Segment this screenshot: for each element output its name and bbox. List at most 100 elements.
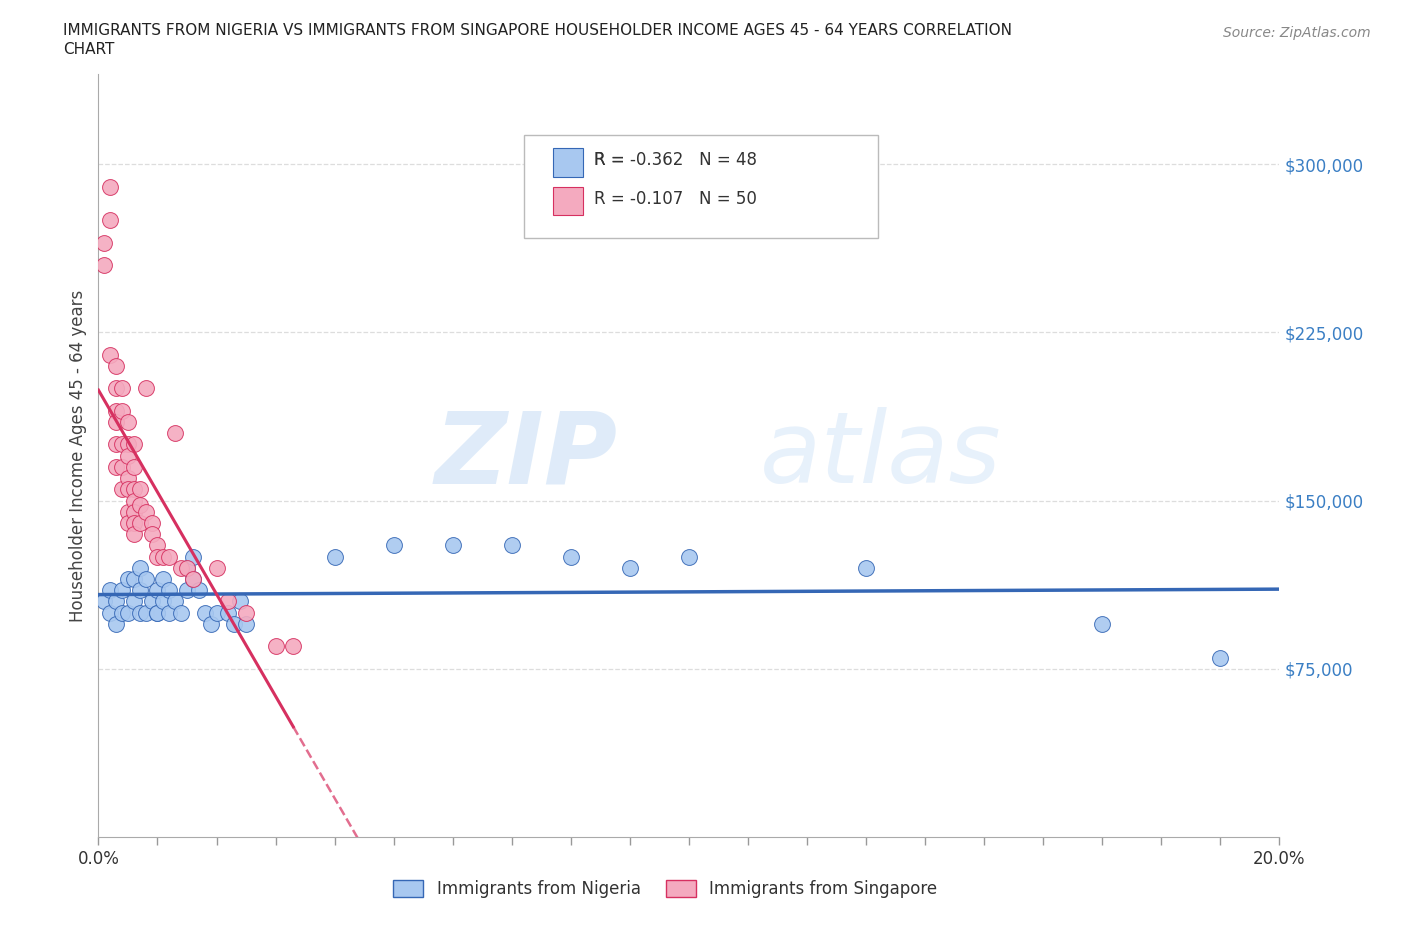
Point — [122, 493, 145, 508]
Point — [146, 538, 169, 552]
Point — [181, 572, 204, 587]
Point — [111, 404, 134, 418]
Point — [93, 258, 115, 272]
Point — [217, 594, 239, 609]
Point — [122, 526, 145, 541]
Point — [1091, 617, 1114, 631]
Point — [117, 437, 139, 452]
Point — [146, 605, 169, 620]
Point — [157, 605, 180, 620]
Point — [111, 605, 134, 620]
Point — [619, 561, 641, 576]
Point — [122, 504, 145, 519]
Point — [117, 605, 139, 620]
Point — [224, 617, 246, 631]
Point — [152, 594, 174, 609]
Point — [152, 572, 174, 587]
Point — [128, 583, 150, 598]
Point — [205, 561, 228, 576]
Point — [93, 594, 115, 609]
Point — [117, 515, 139, 530]
Point — [157, 550, 180, 565]
Point — [111, 583, 134, 598]
Point — [165, 594, 187, 609]
Point — [194, 605, 217, 620]
Text: IMMIGRANTS FROM NIGERIA VS IMMIGRANTS FROM SINGAPORE HOUSEHOLDER INCOME AGES 45 : IMMIGRANTS FROM NIGERIA VS IMMIGRANTS FR… — [63, 23, 1012, 38]
Point — [229, 594, 252, 609]
Point — [152, 550, 174, 565]
Point — [105, 617, 128, 631]
Point — [135, 381, 157, 396]
Point — [217, 605, 239, 620]
Point — [111, 482, 134, 497]
Point — [205, 605, 228, 620]
Point — [1209, 650, 1232, 665]
Point — [98, 179, 121, 194]
Point — [135, 572, 157, 587]
Point — [128, 515, 150, 530]
Point — [176, 583, 198, 598]
Point — [105, 437, 128, 452]
Point — [187, 583, 209, 598]
Text: atlas: atlas — [759, 407, 1001, 504]
Point — [170, 561, 193, 576]
FancyBboxPatch shape — [523, 136, 877, 238]
Text: Source: ZipAtlas.com: Source: ZipAtlas.com — [1223, 26, 1371, 40]
Y-axis label: Householder Income Ages 45 - 64 years: Householder Income Ages 45 - 64 years — [69, 289, 87, 622]
Text: R = -0.107   N = 50: R = -0.107 N = 50 — [595, 190, 758, 207]
Point — [128, 482, 150, 497]
Point — [501, 538, 523, 552]
Point — [141, 526, 163, 541]
Point — [181, 550, 204, 565]
Point — [93, 235, 115, 250]
Point — [441, 538, 464, 552]
Point — [105, 415, 128, 430]
Point — [122, 482, 145, 497]
Point — [111, 437, 134, 452]
Point — [283, 639, 305, 654]
Text: CHART: CHART — [63, 42, 115, 57]
Point — [235, 617, 257, 631]
Bar — [553, 149, 582, 178]
Point — [105, 459, 128, 474]
Point — [122, 459, 145, 474]
Point — [122, 515, 145, 530]
Point — [122, 572, 145, 587]
Point — [122, 437, 145, 452]
Point — [176, 561, 198, 576]
Point — [323, 550, 346, 565]
Point — [135, 605, 157, 620]
Point — [170, 605, 193, 620]
Point — [105, 404, 128, 418]
Bar — [553, 187, 582, 216]
Point — [117, 504, 139, 519]
Point — [117, 415, 139, 430]
Point — [157, 583, 180, 598]
Point — [135, 504, 157, 519]
Point — [98, 213, 121, 228]
Point — [181, 572, 204, 587]
Point — [128, 498, 150, 512]
Point — [141, 594, 163, 609]
Point — [560, 550, 582, 565]
Point — [141, 515, 163, 530]
Point — [111, 459, 134, 474]
Point — [146, 550, 169, 565]
Point — [165, 426, 187, 441]
Point — [678, 550, 700, 565]
Point — [117, 448, 139, 463]
Point — [117, 471, 139, 485]
Point — [382, 538, 405, 552]
Point — [146, 605, 169, 620]
Point — [105, 359, 128, 374]
Point — [105, 381, 128, 396]
Point — [128, 605, 150, 620]
Text: R = -0.362   N = 48: R = -0.362 N = 48 — [595, 151, 758, 169]
Point — [98, 583, 121, 598]
Text: ZIP: ZIP — [434, 407, 619, 504]
Point — [111, 381, 134, 396]
Point — [200, 617, 222, 631]
Legend: Immigrants from Nigeria, Immigrants from Singapore: Immigrants from Nigeria, Immigrants from… — [387, 873, 943, 905]
Point — [128, 561, 150, 576]
Point — [117, 482, 139, 497]
